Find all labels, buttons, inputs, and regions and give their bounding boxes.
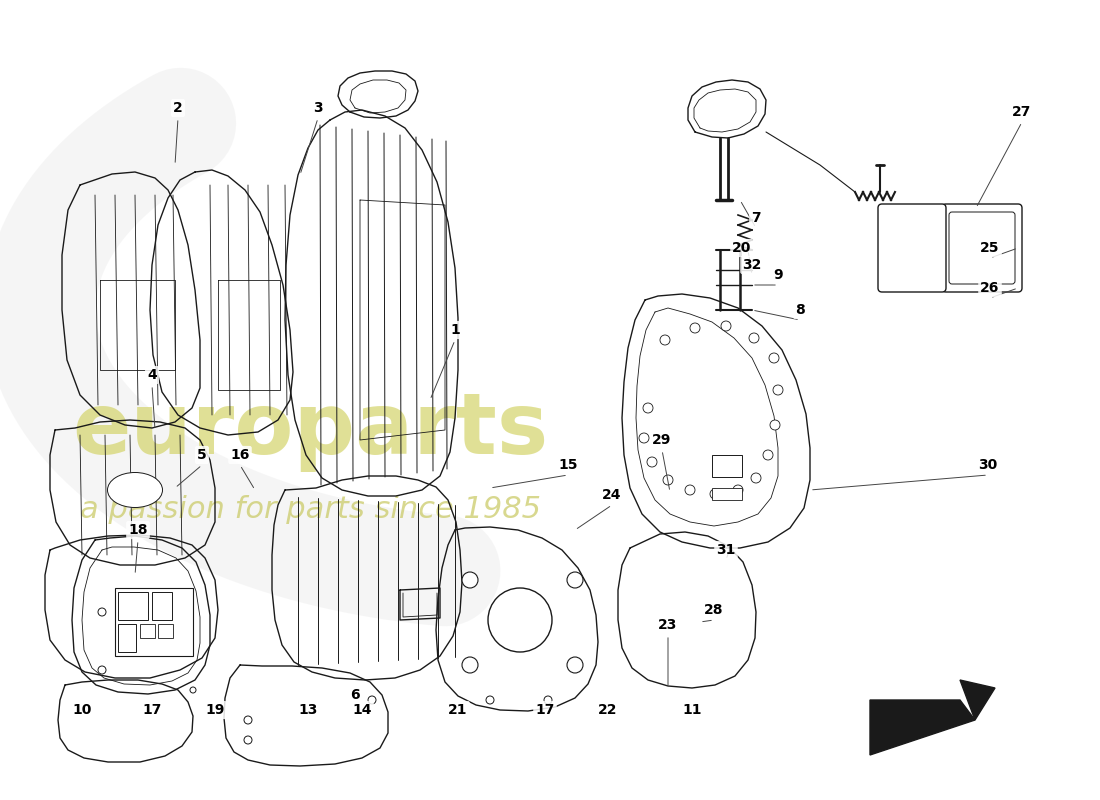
Circle shape — [690, 323, 700, 333]
Text: 14: 14 — [352, 703, 372, 717]
Circle shape — [749, 333, 759, 343]
Text: 30: 30 — [978, 458, 998, 472]
Circle shape — [773, 385, 783, 395]
Text: 11: 11 — [682, 703, 702, 717]
Bar — [116, 588, 192, 656]
Text: 5: 5 — [197, 448, 207, 462]
Text: 1: 1 — [450, 323, 460, 337]
Text: 28: 28 — [704, 603, 724, 617]
FancyBboxPatch shape — [949, 212, 1015, 284]
Text: 19: 19 — [206, 703, 224, 717]
Text: 6: 6 — [350, 688, 360, 702]
Circle shape — [488, 588, 552, 652]
Circle shape — [190, 687, 196, 693]
Circle shape — [98, 666, 106, 674]
Circle shape — [769, 353, 779, 363]
Text: 8: 8 — [795, 303, 805, 317]
Text: 22: 22 — [598, 703, 618, 717]
Text: 4: 4 — [147, 368, 157, 382]
Text: 29: 29 — [652, 433, 672, 447]
FancyBboxPatch shape — [942, 204, 1022, 292]
Circle shape — [566, 572, 583, 588]
Text: 15: 15 — [558, 458, 578, 472]
Circle shape — [685, 485, 695, 495]
Circle shape — [660, 335, 670, 345]
Circle shape — [639, 433, 649, 443]
Text: 25: 25 — [980, 241, 1000, 255]
Text: 17: 17 — [142, 703, 162, 717]
Text: 26: 26 — [980, 281, 1000, 295]
Circle shape — [720, 321, 732, 331]
Polygon shape — [960, 680, 996, 720]
Circle shape — [770, 420, 780, 430]
Bar — [118, 624, 136, 652]
Bar — [140, 624, 155, 638]
Circle shape — [244, 716, 252, 724]
Text: 23: 23 — [658, 618, 678, 632]
Bar — [118, 592, 148, 620]
Text: 9: 9 — [773, 268, 783, 282]
Circle shape — [751, 473, 761, 483]
Circle shape — [763, 450, 773, 460]
Circle shape — [544, 696, 552, 704]
Text: 31: 31 — [716, 543, 736, 557]
Text: 13: 13 — [298, 703, 318, 717]
Text: 7: 7 — [751, 211, 761, 225]
Circle shape — [462, 572, 478, 588]
Text: 27: 27 — [1012, 105, 1032, 119]
Circle shape — [566, 657, 583, 673]
Circle shape — [644, 403, 653, 413]
Text: 16: 16 — [230, 448, 250, 462]
Text: 21: 21 — [449, 703, 468, 717]
Text: a passion for parts since 1985: a passion for parts since 1985 — [79, 495, 540, 525]
Bar — [712, 455, 743, 477]
Circle shape — [462, 657, 478, 673]
Ellipse shape — [108, 473, 163, 507]
Text: 3: 3 — [314, 101, 322, 115]
Circle shape — [486, 696, 494, 704]
Text: 10: 10 — [73, 703, 91, 717]
Circle shape — [733, 485, 742, 495]
Text: 32: 32 — [742, 258, 761, 272]
Circle shape — [710, 489, 720, 499]
Bar — [712, 488, 743, 500]
FancyBboxPatch shape — [878, 204, 946, 292]
Text: 20: 20 — [733, 241, 751, 255]
Text: 24: 24 — [603, 488, 622, 502]
Bar — [158, 624, 173, 638]
Circle shape — [244, 736, 252, 744]
Polygon shape — [870, 700, 975, 755]
Circle shape — [368, 696, 376, 704]
Circle shape — [98, 608, 106, 616]
Text: 17: 17 — [536, 703, 554, 717]
Circle shape — [647, 457, 657, 467]
Bar — [152, 592, 172, 620]
Circle shape — [663, 475, 673, 485]
Text: europarts: europarts — [72, 389, 548, 471]
Text: 2: 2 — [173, 101, 183, 115]
Text: 18: 18 — [129, 523, 147, 537]
